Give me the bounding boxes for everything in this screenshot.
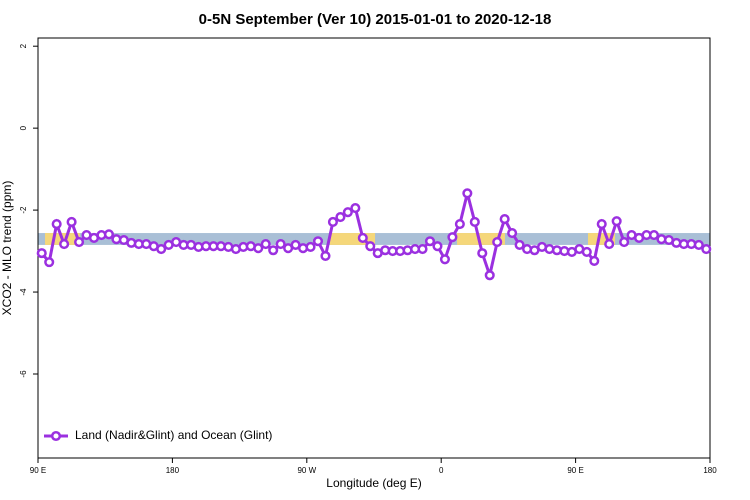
x-tick-label: 90 E xyxy=(567,466,583,475)
point xyxy=(66,216,77,228)
point xyxy=(51,218,62,230)
point xyxy=(260,239,271,250)
land-band xyxy=(587,233,616,245)
y-tick-label: -2 xyxy=(19,206,28,214)
point xyxy=(275,239,286,250)
point xyxy=(611,216,622,227)
point xyxy=(312,236,324,247)
point xyxy=(59,239,70,250)
point xyxy=(648,230,660,241)
x-tick-label: 180 xyxy=(703,466,717,475)
legend-label: Land (Nadir&Glint) and Ocean (Glint) xyxy=(75,428,272,442)
point xyxy=(507,227,518,239)
x-axis-label: Longitude (deg E) xyxy=(326,476,421,490)
point xyxy=(454,218,465,230)
x-tick-label: 0 xyxy=(439,466,444,475)
chart-title: 0-5N September (Ver 10) 2015-01-01 to 20… xyxy=(199,11,552,28)
point xyxy=(268,245,279,256)
point xyxy=(74,237,85,248)
point xyxy=(156,243,167,255)
point xyxy=(432,241,443,252)
point xyxy=(439,254,450,265)
y-tick-label: -6 xyxy=(19,370,28,378)
point xyxy=(619,237,630,248)
point xyxy=(604,239,615,250)
land-band xyxy=(329,233,376,245)
y-tick-label: -4 xyxy=(19,288,28,296)
x-tick-label: 90 W xyxy=(297,466,316,475)
point xyxy=(589,255,600,266)
point xyxy=(514,239,525,250)
point xyxy=(596,218,607,230)
point xyxy=(350,202,361,214)
point xyxy=(103,229,114,240)
point xyxy=(417,243,428,255)
y-tick-label: 0 xyxy=(19,125,28,130)
point xyxy=(36,248,47,259)
point xyxy=(305,241,316,253)
legend-marker xyxy=(50,430,62,442)
point xyxy=(424,236,436,247)
point xyxy=(462,188,473,199)
point xyxy=(484,270,495,281)
point xyxy=(44,257,55,268)
point xyxy=(469,216,480,228)
point xyxy=(357,232,368,244)
point xyxy=(320,250,331,262)
point xyxy=(499,214,510,225)
point xyxy=(365,241,376,252)
point xyxy=(447,232,458,243)
x-tick-label: 180 xyxy=(166,466,180,475)
y-tick-label: 2 xyxy=(19,43,28,48)
land-band xyxy=(457,233,505,245)
point xyxy=(253,243,264,254)
x-tick-label: 90 E xyxy=(30,466,46,475)
point xyxy=(327,216,338,228)
point xyxy=(477,248,488,259)
point xyxy=(492,237,503,248)
point xyxy=(581,246,592,257)
point xyxy=(701,243,712,255)
y-axis-label: XCO2 - MLO trend (ppm) xyxy=(0,181,14,316)
point xyxy=(335,212,346,223)
point xyxy=(693,239,704,250)
point xyxy=(342,207,353,218)
